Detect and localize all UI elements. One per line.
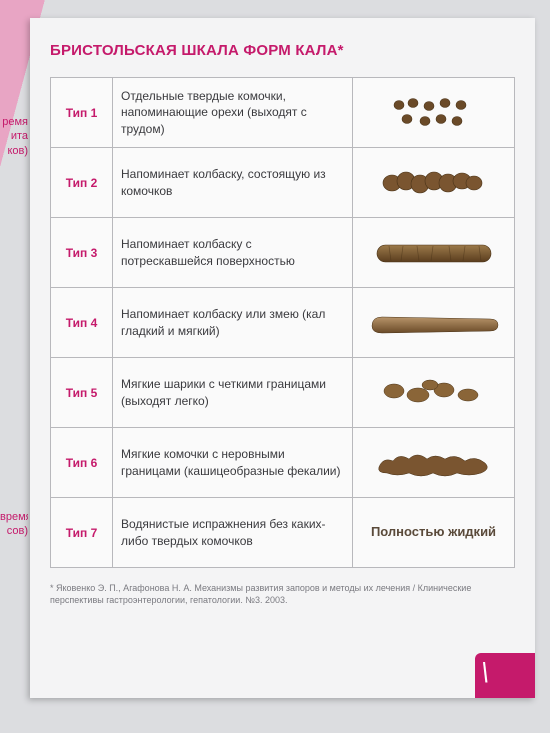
type-description: Мягкие комочки с неровными границами (ка…	[113, 428, 353, 498]
document-page: БРИСТОЛЬСКАЯ ШКАЛА ФОРМ КАЛА* Тип 1 Отде…	[30, 18, 535, 698]
type-illustration: Полностью жидкий	[353, 498, 515, 568]
page-title: БРИСТОЛЬСКАЯ ШКАЛА ФОРМ КАЛА*	[50, 42, 515, 59]
table-row: Тип 2 Напоминает колбаску, состоящую из …	[51, 148, 515, 218]
table-row: Тип 1 Отдельные твердые комочки, напомин…	[51, 78, 515, 148]
type-illustration	[353, 288, 515, 358]
type-illustration	[353, 218, 515, 288]
type-description: Напоминает колбаску, состоящую из комочк…	[113, 148, 353, 218]
stool-type6-icon	[369, 443, 499, 483]
type-illustration	[353, 358, 515, 428]
type-description: Мягкие шарики с четкими границами (выход…	[113, 358, 353, 428]
table-row: Тип 6 Мягкие комочки с неровными граница…	[51, 428, 515, 498]
type-label: Тип 6	[51, 428, 113, 498]
stool-type2-icon	[374, 161, 494, 205]
type-label: Тип 4	[51, 288, 113, 358]
table-row: Тип 3 Напоминает колбаску с потрескавшей…	[51, 218, 515, 288]
type-label: Тип 3	[51, 218, 113, 288]
type-description: Водянистые испражнения без каких-либо тв…	[113, 498, 353, 568]
type-label: Тип 1	[51, 78, 113, 148]
stool-type1-icon	[379, 93, 489, 133]
table-row: Тип 5 Мягкие шарики с четкими границами …	[51, 358, 515, 428]
type-illustration	[353, 148, 515, 218]
table-row: Тип 7 Водянистые испражнения без каких-л…	[51, 498, 515, 568]
type-illustration	[353, 428, 515, 498]
liquid-text-label: Полностью жидкий	[361, 524, 506, 541]
type-description: Отдельные твердые комочки, напоминающие …	[113, 78, 353, 148]
stool-type5-icon	[374, 373, 494, 413]
type-label: Тип 7	[51, 498, 113, 568]
brand-corner: \	[475, 653, 535, 698]
footnote-citation: * Яковенко Э. П., Агафонова Н. А. Механи…	[50, 582, 515, 606]
type-label: Тип 5	[51, 358, 113, 428]
stool-type3-icon	[369, 235, 499, 271]
table-row: Тип 4 Напоминает колбаску или змею (кал …	[51, 288, 515, 358]
type-description: Напоминает колбаску с потрескавшейся пов…	[113, 218, 353, 288]
stool-type4-icon	[364, 308, 504, 338]
cropped-side-text-1: ремя ита ков)	[0, 115, 28, 158]
cropped-side-text-2: время сов)	[0, 510, 28, 539]
type-description: Напоминает колбаску или змею (кал гладки…	[113, 288, 353, 358]
type-label: Тип 2	[51, 148, 113, 218]
type-illustration	[353, 78, 515, 148]
bristol-stool-table: Тип 1 Отдельные твердые комочки, напомин…	[50, 77, 515, 568]
